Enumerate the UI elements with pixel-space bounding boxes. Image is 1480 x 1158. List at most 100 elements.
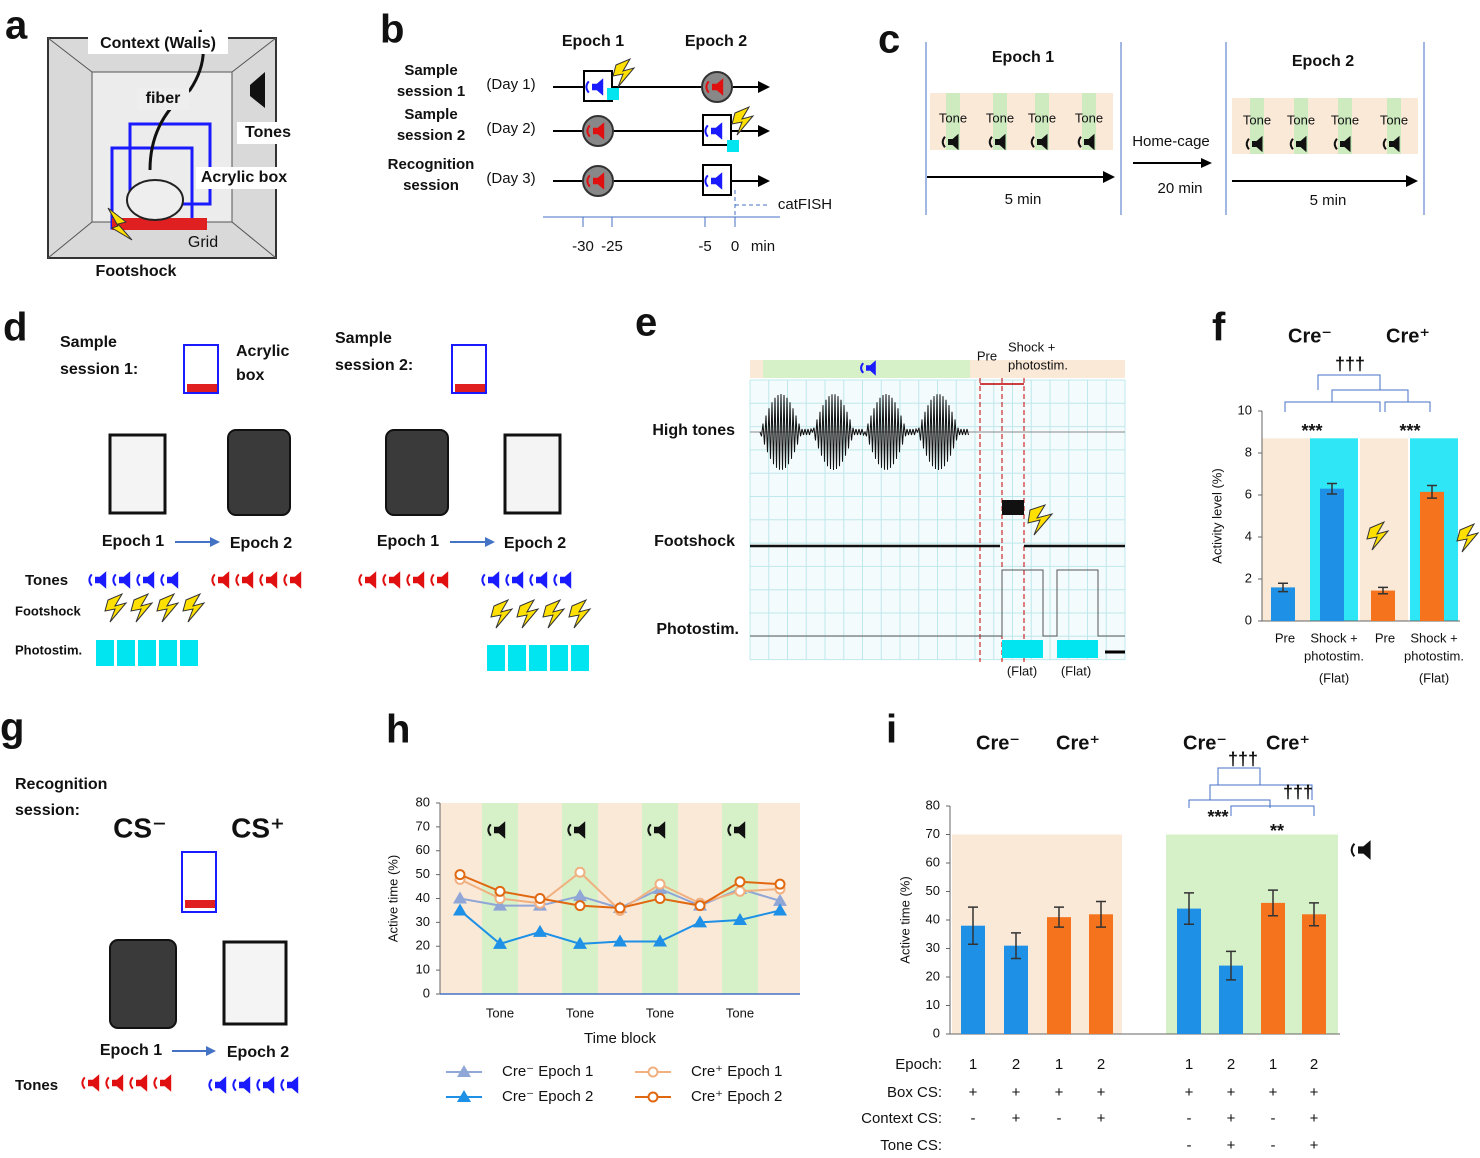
x-tick-label: Tone: [566, 1005, 594, 1020]
table-cell: 2: [1310, 1056, 1318, 1073]
speaker-icon: [488, 571, 500, 589]
shock-bolt: [130, 592, 154, 623]
table-cell: +: [1097, 1110, 1106, 1127]
y-tick-label: 40: [926, 911, 940, 926]
speaker-icon: [365, 571, 377, 589]
y-tick-label: 20: [926, 968, 940, 983]
photostim-block: [138, 640, 156, 666]
speaker-icon: [242, 571, 254, 589]
y-tick-label: 0: [423, 985, 430, 1000]
unit: min: [751, 238, 775, 255]
label: fiber: [146, 90, 181, 107]
table-cell: +: [1227, 1137, 1236, 1154]
tone-label: Tone: [986, 110, 1014, 125]
marker: [574, 866, 586, 878]
sound-wave: [280, 1078, 285, 1092]
panel-letter: f: [1212, 306, 1226, 350]
marker: [614, 902, 626, 914]
tone-band: [722, 803, 758, 994]
y-tick-label: 6: [1245, 486, 1252, 501]
sound-wave: [430, 573, 435, 587]
shape: Tone Tone Tone Tone Tone Tone Tone Tone: [939, 93, 1408, 154]
sound-wave: [586, 174, 591, 188]
sound-wave: [232, 1078, 237, 1092]
label: CS⁻: [113, 812, 167, 843]
row-label: Tones: [15, 1077, 58, 1094]
y-tick-label: 60: [926, 854, 940, 869]
error-bar: [1226, 950, 1236, 981]
photostim-block: [96, 640, 114, 666]
y-tick-label: 30: [416, 914, 430, 929]
trace-label: Footshock: [654, 533, 735, 550]
marker: [454, 869, 466, 881]
sound-wave: [941, 136, 946, 148]
group-label: Cre⁻: [1288, 325, 1332, 347]
trace-label: High tones: [652, 422, 735, 439]
bar: [1271, 587, 1295, 621]
label: session 1:: [60, 361, 138, 378]
y-tick-label: 80: [416, 794, 430, 809]
marker: [694, 900, 706, 912]
speaker-icon: [574, 821, 586, 839]
x-tick-label: Tone: [646, 1005, 674, 1020]
marker: [493, 936, 507, 949]
day-label: (Day 1): [486, 76, 535, 93]
sound-wave: [1245, 138, 1250, 150]
grid-floor: [112, 218, 207, 230]
arrow-head: [758, 81, 770, 93]
marker: [493, 898, 507, 911]
label: Home-cage: [1132, 133, 1210, 150]
sound-wave: [160, 573, 165, 587]
shape: [503, 433, 562, 515]
sound-wave: [585, 80, 590, 94]
tone-label: Tone: [1287, 112, 1315, 127]
photostim-block: [487, 645, 505, 671]
shock-bolt: [1366, 520, 1390, 551]
row-label: Photostim.: [15, 642, 82, 657]
sound-wave: [727, 823, 732, 837]
table-cell: +: [1012, 1110, 1021, 1127]
sound-wave: [705, 80, 710, 94]
marker: [533, 924, 547, 937]
shock-bolt: [516, 598, 540, 629]
annotation: ***: [1207, 807, 1228, 827]
sound-wave: [112, 573, 117, 587]
y-tick-label: 20: [416, 938, 430, 953]
arrow-head: [758, 175, 770, 187]
error-bar: [1327, 482, 1337, 495]
label: Epoch 1: [100, 1042, 162, 1059]
sound-wave: [136, 573, 141, 587]
table-cell: +: [1097, 1084, 1106, 1101]
shock-bolt: [156, 592, 180, 623]
shape: [749, 360, 1126, 661]
time-label: -30: [572, 238, 594, 255]
shape: [231, 37, 277, 73]
bar: [1089, 914, 1113, 1034]
sound-wave: [586, 124, 591, 138]
sound-wave: [1289, 138, 1294, 150]
x-axis-title: Time block: [584, 1030, 656, 1047]
group-label: Cre⁻: [1183, 732, 1227, 754]
sound-wave: [487, 823, 492, 837]
shape: [47, 221, 93, 259]
annotation: †††: [1228, 749, 1258, 769]
table-cell: 1: [1055, 1056, 1063, 1073]
label: Pre: [977, 348, 997, 363]
shape: [47, 37, 93, 73]
row-label: Tone CS:: [880, 1137, 942, 1154]
photostim: [727, 140, 739, 152]
x-tick-label: Shock +: [1410, 630, 1457, 645]
shock-bolt: [612, 57, 636, 88]
shape: [1201, 158, 1212, 168]
marker: [647, 1066, 659, 1078]
speaker-icon: [494, 821, 506, 839]
photostim-block: [550, 645, 568, 671]
shock-bolt: [1456, 522, 1480, 553]
row-label: Context CS:: [861, 1110, 942, 1127]
annotation: †††: [1335, 354, 1365, 374]
label: Epoch 2: [230, 535, 292, 552]
bar: [1047, 917, 1071, 1034]
y-tick-label: 40: [416, 890, 430, 905]
tone-label: Tone: [1243, 112, 1271, 127]
legend-label: Cre⁺ Epoch 1: [691, 1063, 782, 1080]
